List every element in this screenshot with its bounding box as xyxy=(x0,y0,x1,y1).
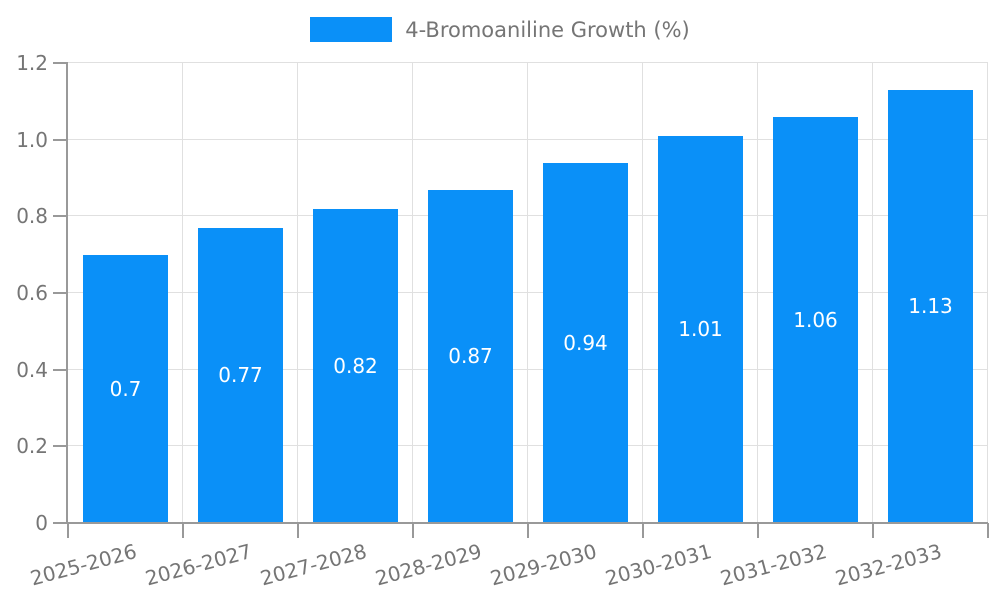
y-tick xyxy=(53,138,68,141)
x-tick xyxy=(412,523,414,538)
v-gridline xyxy=(872,63,873,523)
v-gridline xyxy=(757,63,758,523)
y-tick-label: 0.8 xyxy=(16,204,48,229)
y-axis-line xyxy=(66,63,68,523)
y-tick-label: 0.6 xyxy=(16,281,48,305)
y-tick xyxy=(53,215,68,218)
legend-swatch xyxy=(310,17,393,42)
x-tick-label: 2030-2031 xyxy=(603,539,715,591)
x-tick xyxy=(297,523,299,538)
x-tick-label: 2028-2029 xyxy=(373,539,485,591)
bar: 0.87 xyxy=(428,189,513,523)
v-gridline xyxy=(642,63,643,523)
bar-value-label: 1.06 xyxy=(793,307,838,332)
bar-value-label: 0.7 xyxy=(109,376,142,401)
x-tick xyxy=(872,523,874,538)
bar-value-label: 0.87 xyxy=(448,344,493,369)
x-tick-label: 2027-2028 xyxy=(258,539,370,591)
v-gridline xyxy=(182,63,183,523)
x-tick-label: 2032-2033 xyxy=(833,539,945,591)
y-tick-label: 0.2 xyxy=(16,434,48,459)
bar: 0.77 xyxy=(198,227,283,523)
legend-label: 4-Bromoaniline Growth (%) xyxy=(405,17,690,42)
x-tick xyxy=(527,523,529,538)
bar: 0.7 xyxy=(83,254,168,523)
bar-value-label: 0.94 xyxy=(563,330,608,355)
x-tick-label: 2026-2027 xyxy=(143,539,255,591)
bar-value-label: 1.13 xyxy=(908,294,953,319)
x-tick xyxy=(642,523,644,538)
bar: 1.13 xyxy=(888,89,973,523)
x-tick-label: 2025-2026 xyxy=(28,539,140,591)
h-gridline xyxy=(68,62,988,63)
h-gridline xyxy=(68,138,988,140)
x-tick xyxy=(182,523,184,538)
y-tick xyxy=(53,522,68,524)
x-axis-line xyxy=(66,522,988,524)
bar: 0.82 xyxy=(313,208,398,523)
x-tick xyxy=(67,523,69,538)
v-gridline xyxy=(412,63,413,523)
x-tick-label: 2029-2030 xyxy=(488,539,600,591)
bar: 1.06 xyxy=(773,116,858,523)
v-gridline xyxy=(987,63,988,523)
bar: 0.94 xyxy=(543,162,628,523)
y-tick xyxy=(53,62,68,64)
x-tick xyxy=(757,523,759,538)
bar-value-label: 0.77 xyxy=(218,363,263,388)
h-gridline xyxy=(68,445,988,447)
y-tick xyxy=(53,292,68,294)
y-tick xyxy=(53,368,68,371)
v-gridline xyxy=(527,63,528,523)
y-tick-label: 0.4 xyxy=(16,357,48,382)
h-gridline xyxy=(68,215,988,217)
y-tick-label: 1.0 xyxy=(16,127,48,152)
chart-legend: 4-Bromoaniline Growth (%) xyxy=(0,17,1000,42)
y-tick-label: 1.2 xyxy=(16,51,48,75)
x-tick-label: 2031-2032 xyxy=(718,539,830,591)
y-tick xyxy=(53,445,68,448)
bar: 1.01 xyxy=(658,135,743,523)
h-gridline xyxy=(68,292,988,293)
bar-value-label: 1.01 xyxy=(678,317,723,342)
h-gridline xyxy=(68,368,988,370)
y-tick-label: 0 xyxy=(35,511,48,535)
v-gridline xyxy=(297,63,298,523)
bar-value-label: 0.82 xyxy=(333,353,378,378)
x-tick xyxy=(987,523,989,538)
